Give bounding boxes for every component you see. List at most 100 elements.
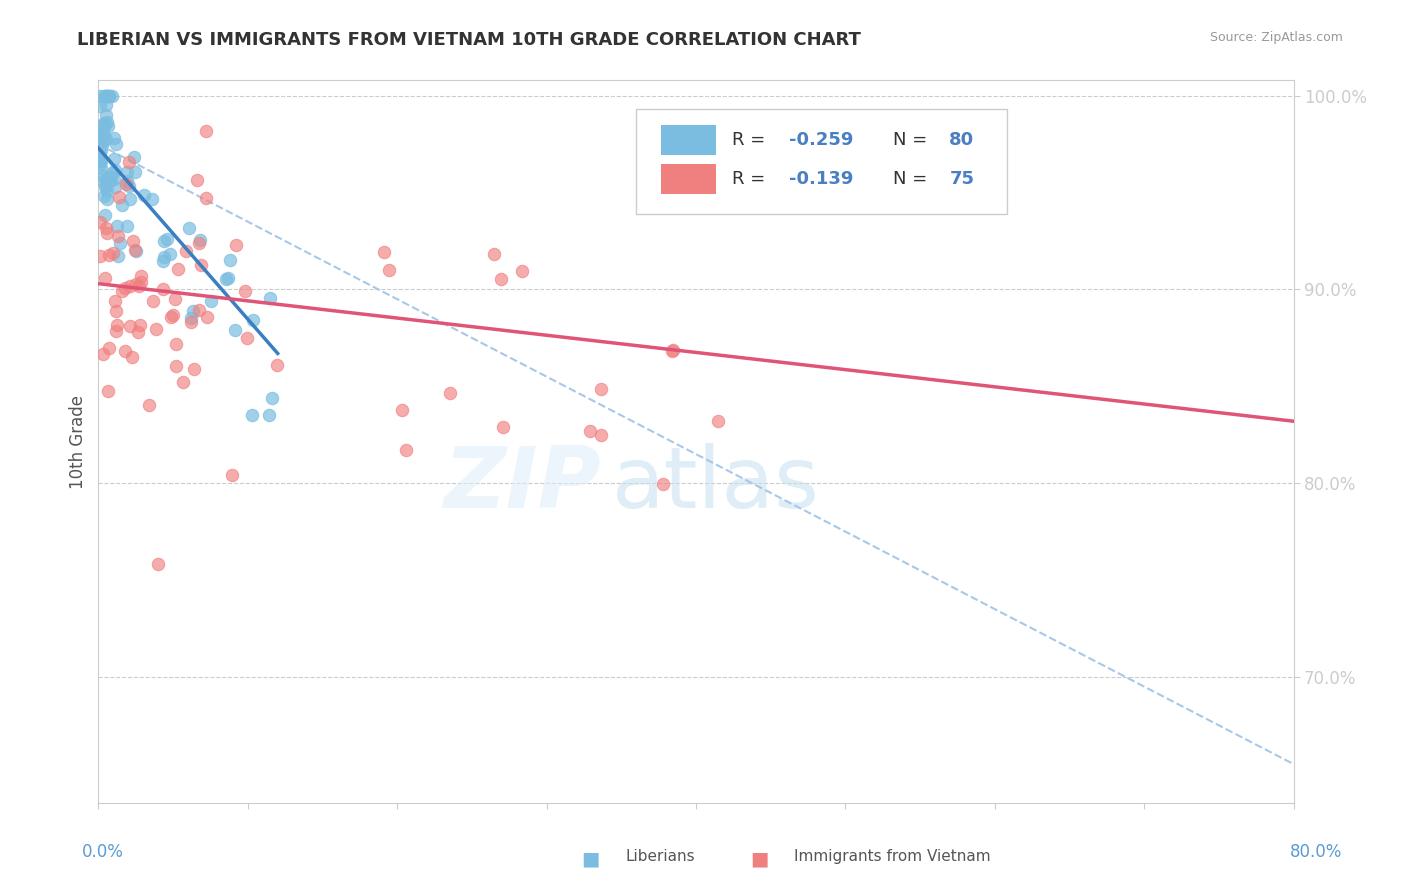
Text: Source: ZipAtlas.com: Source: ZipAtlas.com	[1209, 31, 1343, 45]
Point	[89, 215, 111, 229]
Point	[105, 304, 128, 318]
Point	[146, 557, 169, 571]
Point	[89, 88, 111, 103]
Point	[108, 189, 131, 203]
Point	[153, 234, 176, 248]
Point	[482, 247, 505, 261]
Text: N =: N =	[893, 131, 934, 149]
Text: -0.259: -0.259	[789, 131, 853, 149]
Point	[115, 174, 138, 188]
Text: Immigrants from Vietnam: Immigrants from Vietnam	[794, 849, 991, 864]
Point	[661, 344, 683, 359]
Point	[103, 172, 125, 186]
Point	[96, 173, 118, 187]
Point	[100, 169, 122, 184]
Point	[96, 226, 118, 240]
FancyBboxPatch shape	[661, 164, 716, 194]
Text: 80: 80	[949, 131, 974, 149]
Point	[391, 403, 413, 417]
Point	[589, 382, 612, 396]
Point	[91, 126, 114, 140]
Point	[195, 310, 218, 324]
Point	[94, 88, 117, 103]
Point	[194, 123, 217, 137]
Point	[103, 152, 125, 166]
Point	[97, 341, 120, 355]
Point	[97, 384, 120, 399]
Point	[589, 428, 612, 442]
Text: LIBERIAN VS IMMIGRANTS FROM VIETNAM 10TH GRADE CORRELATION CHART: LIBERIAN VS IMMIGRANTS FROM VIETNAM 10TH…	[77, 31, 862, 49]
Point	[510, 263, 533, 277]
Text: 80.0%: 80.0%	[1291, 843, 1343, 861]
Point	[200, 294, 222, 309]
Point	[186, 172, 208, 186]
Point	[190, 259, 212, 273]
Point	[167, 262, 190, 277]
Point	[114, 281, 136, 295]
Point	[128, 278, 150, 293]
Point	[127, 325, 149, 339]
Point	[118, 318, 141, 333]
Point	[219, 253, 242, 268]
Point	[266, 358, 288, 372]
Point	[90, 153, 112, 168]
Point	[91, 174, 114, 188]
Text: ZIP: ZIP	[443, 443, 600, 526]
Point	[187, 235, 209, 250]
Point	[124, 277, 146, 291]
Point	[94, 178, 117, 192]
Point	[104, 137, 127, 152]
Point	[115, 164, 138, 178]
Point	[257, 409, 280, 423]
Point	[105, 324, 128, 338]
Point	[165, 336, 187, 351]
Point	[115, 177, 138, 191]
Point	[90, 143, 112, 157]
Point	[121, 351, 143, 365]
Point	[90, 161, 112, 175]
Point	[93, 128, 115, 143]
Point	[152, 254, 174, 268]
Point	[145, 322, 167, 336]
Point	[96, 132, 118, 146]
Point	[160, 310, 183, 324]
Point	[89, 146, 111, 161]
Point	[89, 99, 111, 113]
Point	[114, 344, 136, 359]
Point	[124, 164, 146, 178]
Point	[98, 88, 121, 103]
Point	[96, 192, 118, 206]
Text: R =: R =	[733, 131, 770, 149]
Point	[221, 468, 243, 483]
Point	[104, 293, 127, 308]
Text: ■: ■	[581, 849, 600, 868]
Point	[91, 137, 114, 152]
Point	[152, 282, 174, 296]
Point	[94, 118, 117, 132]
Point	[108, 235, 131, 250]
Point	[96, 115, 118, 129]
Point	[132, 187, 155, 202]
Point	[105, 219, 128, 233]
Point	[100, 174, 122, 188]
Point	[183, 362, 205, 376]
Text: Liberians: Liberians	[626, 849, 696, 864]
Point	[96, 184, 118, 198]
Point	[159, 247, 181, 261]
Point	[163, 292, 186, 306]
Point	[242, 313, 264, 327]
Point	[97, 88, 120, 103]
Point	[707, 414, 730, 428]
Point	[214, 272, 236, 286]
Point	[260, 391, 283, 405]
Point	[93, 133, 115, 147]
Point	[103, 180, 125, 194]
Point	[240, 409, 263, 423]
Y-axis label: 10th Grade: 10th Grade	[69, 394, 87, 489]
Point	[378, 263, 401, 277]
Point	[180, 315, 202, 329]
Point	[124, 243, 146, 257]
Point	[100, 88, 122, 103]
Point	[395, 442, 418, 457]
Text: N =: N =	[893, 170, 934, 188]
